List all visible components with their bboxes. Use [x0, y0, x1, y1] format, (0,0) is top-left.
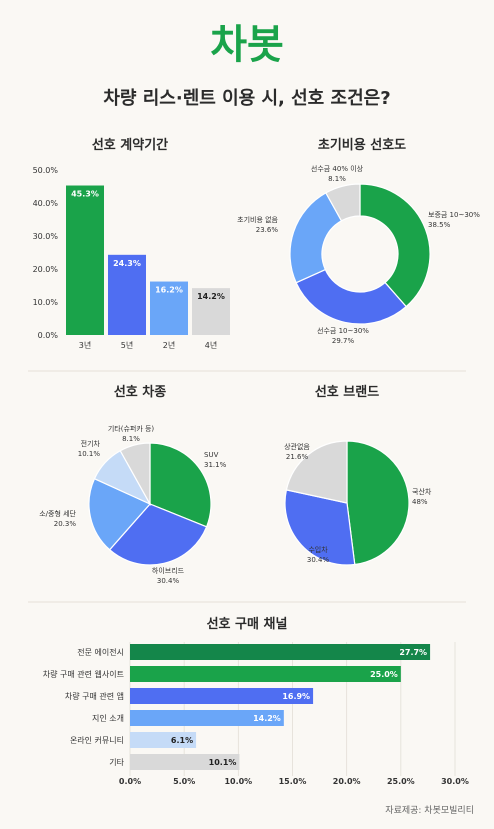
bar [150, 281, 188, 335]
chart-title-car-type: 선호 차종 [114, 384, 166, 400]
pie-slice [285, 440, 348, 504]
logo-text: 차봇 [210, 22, 284, 68]
bar [130, 710, 284, 726]
pie-slice [295, 268, 408, 325]
slice-label: 선수금 10~30% [317, 326, 369, 335]
x-tick-label: 0.0% [119, 777, 141, 786]
bar-value-label: 16.2% [155, 286, 183, 295]
chart-title-brand: 선호 브랜드 [315, 384, 379, 400]
slice-label: 소/중형 세단 [39, 509, 76, 518]
slice-value-label: 23.6% [256, 226, 279, 234]
category-label: 차량 구매 관련 앱 [65, 691, 124, 701]
bar [130, 732, 197, 748]
slice-value-label: 8.1% [122, 435, 140, 443]
slice-label: 기타(슈퍼카 등) [108, 424, 155, 433]
slice-value-label: 31.1% [204, 461, 227, 469]
y-tick-label: 40.0% [33, 199, 59, 208]
chart-title-contract-period: 선호 계약기간 [92, 137, 168, 153]
bar [192, 288, 230, 335]
slice-label: 선수금 40% 이상 [311, 164, 364, 173]
bar-value-label: 6.1% [171, 736, 193, 745]
bar [130, 644, 431, 660]
slice-label: 상관없음 [284, 442, 310, 451]
category-label: 전문 에이전시 [77, 647, 124, 657]
x-tick-label: 20.0% [333, 777, 361, 786]
contract-period-bar-chart: 0.0% 10.0% 20.0% 30.0% 40.0% 50.0% 45.3% 3년 24.3… [33, 166, 230, 350]
slice-label: 하이브리드 [152, 566, 185, 575]
slice-label: 국산차 [412, 487, 432, 496]
bar-value-label: 16.9% [282, 692, 310, 701]
pie-slice [149, 442, 212, 528]
slice-value-label: 10.1% [78, 450, 101, 458]
initial-cost-donut-chart: 보증금 10~30% 38.5% 선수금 10~30% 29.7% 초기비용 없음 23.… [237, 164, 480, 345]
slice-label: SUV [204, 451, 219, 459]
y-tick-label: 50.0% [33, 166, 59, 175]
bar-value-label: 27.7% [399, 648, 427, 657]
y-tick-label: 20.0% [33, 265, 59, 274]
pie-slice [346, 440, 410, 566]
bar [66, 185, 104, 335]
pie-slice [359, 183, 431, 308]
slice-value-label: 30.4% [157, 577, 180, 585]
slice-label: 보증금 10~30% [428, 211, 480, 219]
y-tick-label: 10.0% [33, 298, 59, 307]
brand-pie-chart: 국산차 48% 수입차 30.4% 상관없음 21.6% [284, 440, 432, 566]
chart-title-channel: 선호 구매 채널 [207, 616, 288, 632]
bar [108, 254, 146, 335]
slice-value-label: 30.4% [307, 556, 330, 564]
page-title: 차량 리스·렌트 이용 시, 선호 조건은? [103, 88, 391, 109]
slice-label: 수입차 [308, 545, 328, 554]
slice-value-label: 21.6% [286, 453, 309, 461]
bar-value-label: 14.2% [253, 714, 281, 723]
x-tick-label: 5년 [121, 340, 133, 350]
x-tick-label: 25.0% [387, 777, 415, 786]
bar-value-label: 10.1% [209, 758, 237, 767]
pie-slice [325, 183, 361, 222]
bar [130, 688, 314, 704]
x-tick-label: 30.0% [441, 777, 469, 786]
x-tick-label: 10.0% [224, 777, 252, 786]
bar [130, 754, 240, 770]
y-tick-label: 0.0% [38, 331, 59, 340]
slice-value-label: 8.1% [328, 175, 346, 183]
pie-slice [88, 477, 151, 551]
x-tick-label: 5.0% [173, 777, 195, 786]
x-tick-label: 15.0% [279, 777, 307, 786]
channel-bar-chart: 0.0% 5.0% 10.0% 15.0% 20.0% 25.0% 30.0% 전문 에이전시… [43, 642, 469, 786]
pie-slice [284, 489, 356, 566]
slice-value-label: 29.7% [332, 337, 355, 345]
bar [130, 666, 401, 682]
slice-value-label: 38.5% [428, 221, 451, 229]
bar-value-label: 45.3% [71, 190, 99, 199]
car-type-pie-chart: SUV 31.1% 하이브리드 30.4% 소/중형 세단 20.3% 전기차 10.1% 기타… [39, 424, 226, 585]
x-tick-label: 3년 [79, 340, 91, 350]
pie-slice [108, 503, 208, 566]
y-tick-label: 30.0% [33, 232, 59, 241]
slice-value-label: 20.3% [54, 520, 77, 528]
category-label: 차량 구매 관련 웹사이트 [43, 669, 124, 679]
source-credit: 자료제공: 차봇모빌리티 [385, 806, 474, 816]
category-label: 기타 [109, 758, 124, 767]
chabot-logo: 차봇 [0, 18, 494, 68]
category-label: 온라인 커뮤니티 [70, 735, 124, 745]
bar-value-label: 25.0% [370, 670, 398, 679]
bar-value-label: 14.2% [197, 292, 225, 301]
slice-label: 초기비용 없음 [237, 215, 278, 224]
slice-value-label: 48% [412, 498, 428, 506]
pie-slice [119, 442, 151, 507]
x-tick-label: 2년 [163, 340, 175, 350]
slice-label: 전기차 [81, 439, 101, 448]
chart-title-initial-cost: 초기비용 선호도 [318, 137, 406, 153]
x-tick-label: 4년 [205, 340, 217, 350]
category-label: 지인 소개 [92, 713, 124, 723]
bar-value-label: 24.3% [113, 259, 141, 268]
